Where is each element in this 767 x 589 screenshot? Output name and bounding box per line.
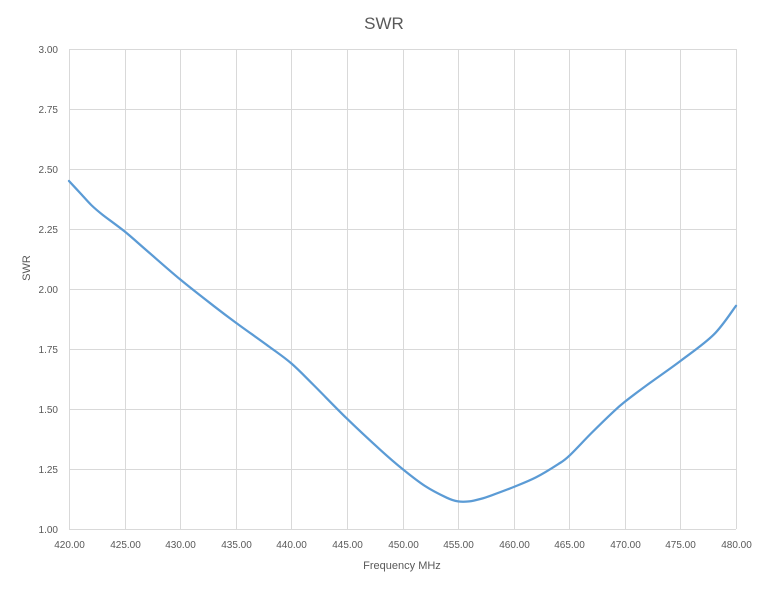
y-tick-label: 2.75 xyxy=(39,105,59,116)
x-tick-label: 450.00 xyxy=(388,540,419,551)
x-tick-label: 470.00 xyxy=(610,540,641,551)
x-tick-label: 425.00 xyxy=(110,540,141,551)
grid-lines xyxy=(69,49,737,530)
y-tick-label: 1.25 xyxy=(39,465,59,476)
y-tick-label: 1.00 xyxy=(39,525,59,536)
y-tick-label: 2.25 xyxy=(39,225,59,236)
x-tick-label: 475.00 xyxy=(665,540,696,551)
x-tick-label: 440.00 xyxy=(276,540,307,551)
y-tick-label: 2.50 xyxy=(39,165,59,176)
y-axis-title: SWR xyxy=(21,255,33,281)
y-tick-label: 2.00 xyxy=(39,285,59,296)
x-tick-label: 455.00 xyxy=(443,540,474,551)
y-tick-label: 3.00 xyxy=(39,45,59,56)
x-tick-label: 420.00 xyxy=(54,540,85,551)
x-tick-labels: 420.00 425.00 430.00 435.00 440.00 445.00 450.… xyxy=(54,540,752,551)
swr-series-line xyxy=(67,179,738,503)
y-tick-label: 1.50 xyxy=(39,405,59,416)
x-tick-label: 480.00 xyxy=(721,540,752,551)
x-tick-label: 430.00 xyxy=(165,540,196,551)
series-layer xyxy=(67,179,738,503)
y-tick-labels: 1.00 1.25 1.50 1.75 2.00 2.25 2.50 2.75 3.00 xyxy=(39,45,59,536)
x-tick-label: 435.00 xyxy=(221,540,252,551)
chart-title: SWR xyxy=(364,14,404,33)
x-axis-title: Frequency MHz xyxy=(363,560,441,572)
y-tick-label: 1.75 xyxy=(39,345,59,356)
x-tick-label: 460.00 xyxy=(499,540,530,551)
x-tick-label: 465.00 xyxy=(554,540,585,551)
x-tick-label: 445.00 xyxy=(332,540,363,551)
